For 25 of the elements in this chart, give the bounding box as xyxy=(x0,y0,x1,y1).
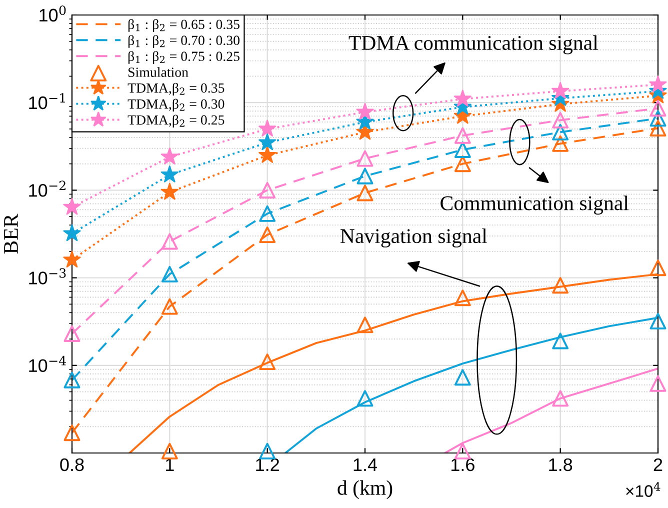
y-tick-label: 10$^{−1}$ xyxy=(29,93,65,110)
legend-label: TDMA,β$_{2}$ = 0.35 xyxy=(128,82,224,96)
legend-label: Simulation xyxy=(128,67,188,77)
legend-label: TDMA,β$_{2}$ = 0.30 xyxy=(128,98,224,112)
legend-label: β$_{1}$ : β$_{2}$ = 0.70 : 0.30 xyxy=(128,35,240,48)
y-axis-title: BER xyxy=(4,214,18,254)
y-tick-label: 10$^{−4}$ xyxy=(29,356,66,372)
y-tick-label: 10$^{−3}$ xyxy=(29,268,66,284)
x-axis-title: d (km) xyxy=(338,480,392,500)
legend-label: β$_{1}$ : β$_{2}$ = 0.75 : 0.25 xyxy=(128,51,240,64)
x-tick-label: 0.8 xyxy=(60,458,84,472)
legend-label: β$_{1}$ : β$_{2}$ = 0.65 : 0.35 xyxy=(128,19,240,32)
y-tick-label: 10$^{0}$ xyxy=(40,5,66,22)
annotation: TDMA communication signal xyxy=(348,35,598,54)
text: ×10$^{4}$ xyxy=(626,482,660,497)
legend-label: TDMA,β$_{2}$ = 0.25 xyxy=(128,114,224,128)
annotation: Navigation signal xyxy=(340,228,487,248)
y-tick-label: 10$^{−2}$ xyxy=(29,180,66,197)
x-tick-label: 1.2 xyxy=(256,458,279,471)
x-tick-label: 1 xyxy=(166,458,174,471)
x-tick-label: 2 xyxy=(654,458,662,471)
annotation: Communication signal xyxy=(440,196,629,215)
x-tick-label: 1.6 xyxy=(451,458,474,472)
x-tick-label: 1.8 xyxy=(549,458,572,472)
x-tick-label: 1.4 xyxy=(354,458,378,471)
